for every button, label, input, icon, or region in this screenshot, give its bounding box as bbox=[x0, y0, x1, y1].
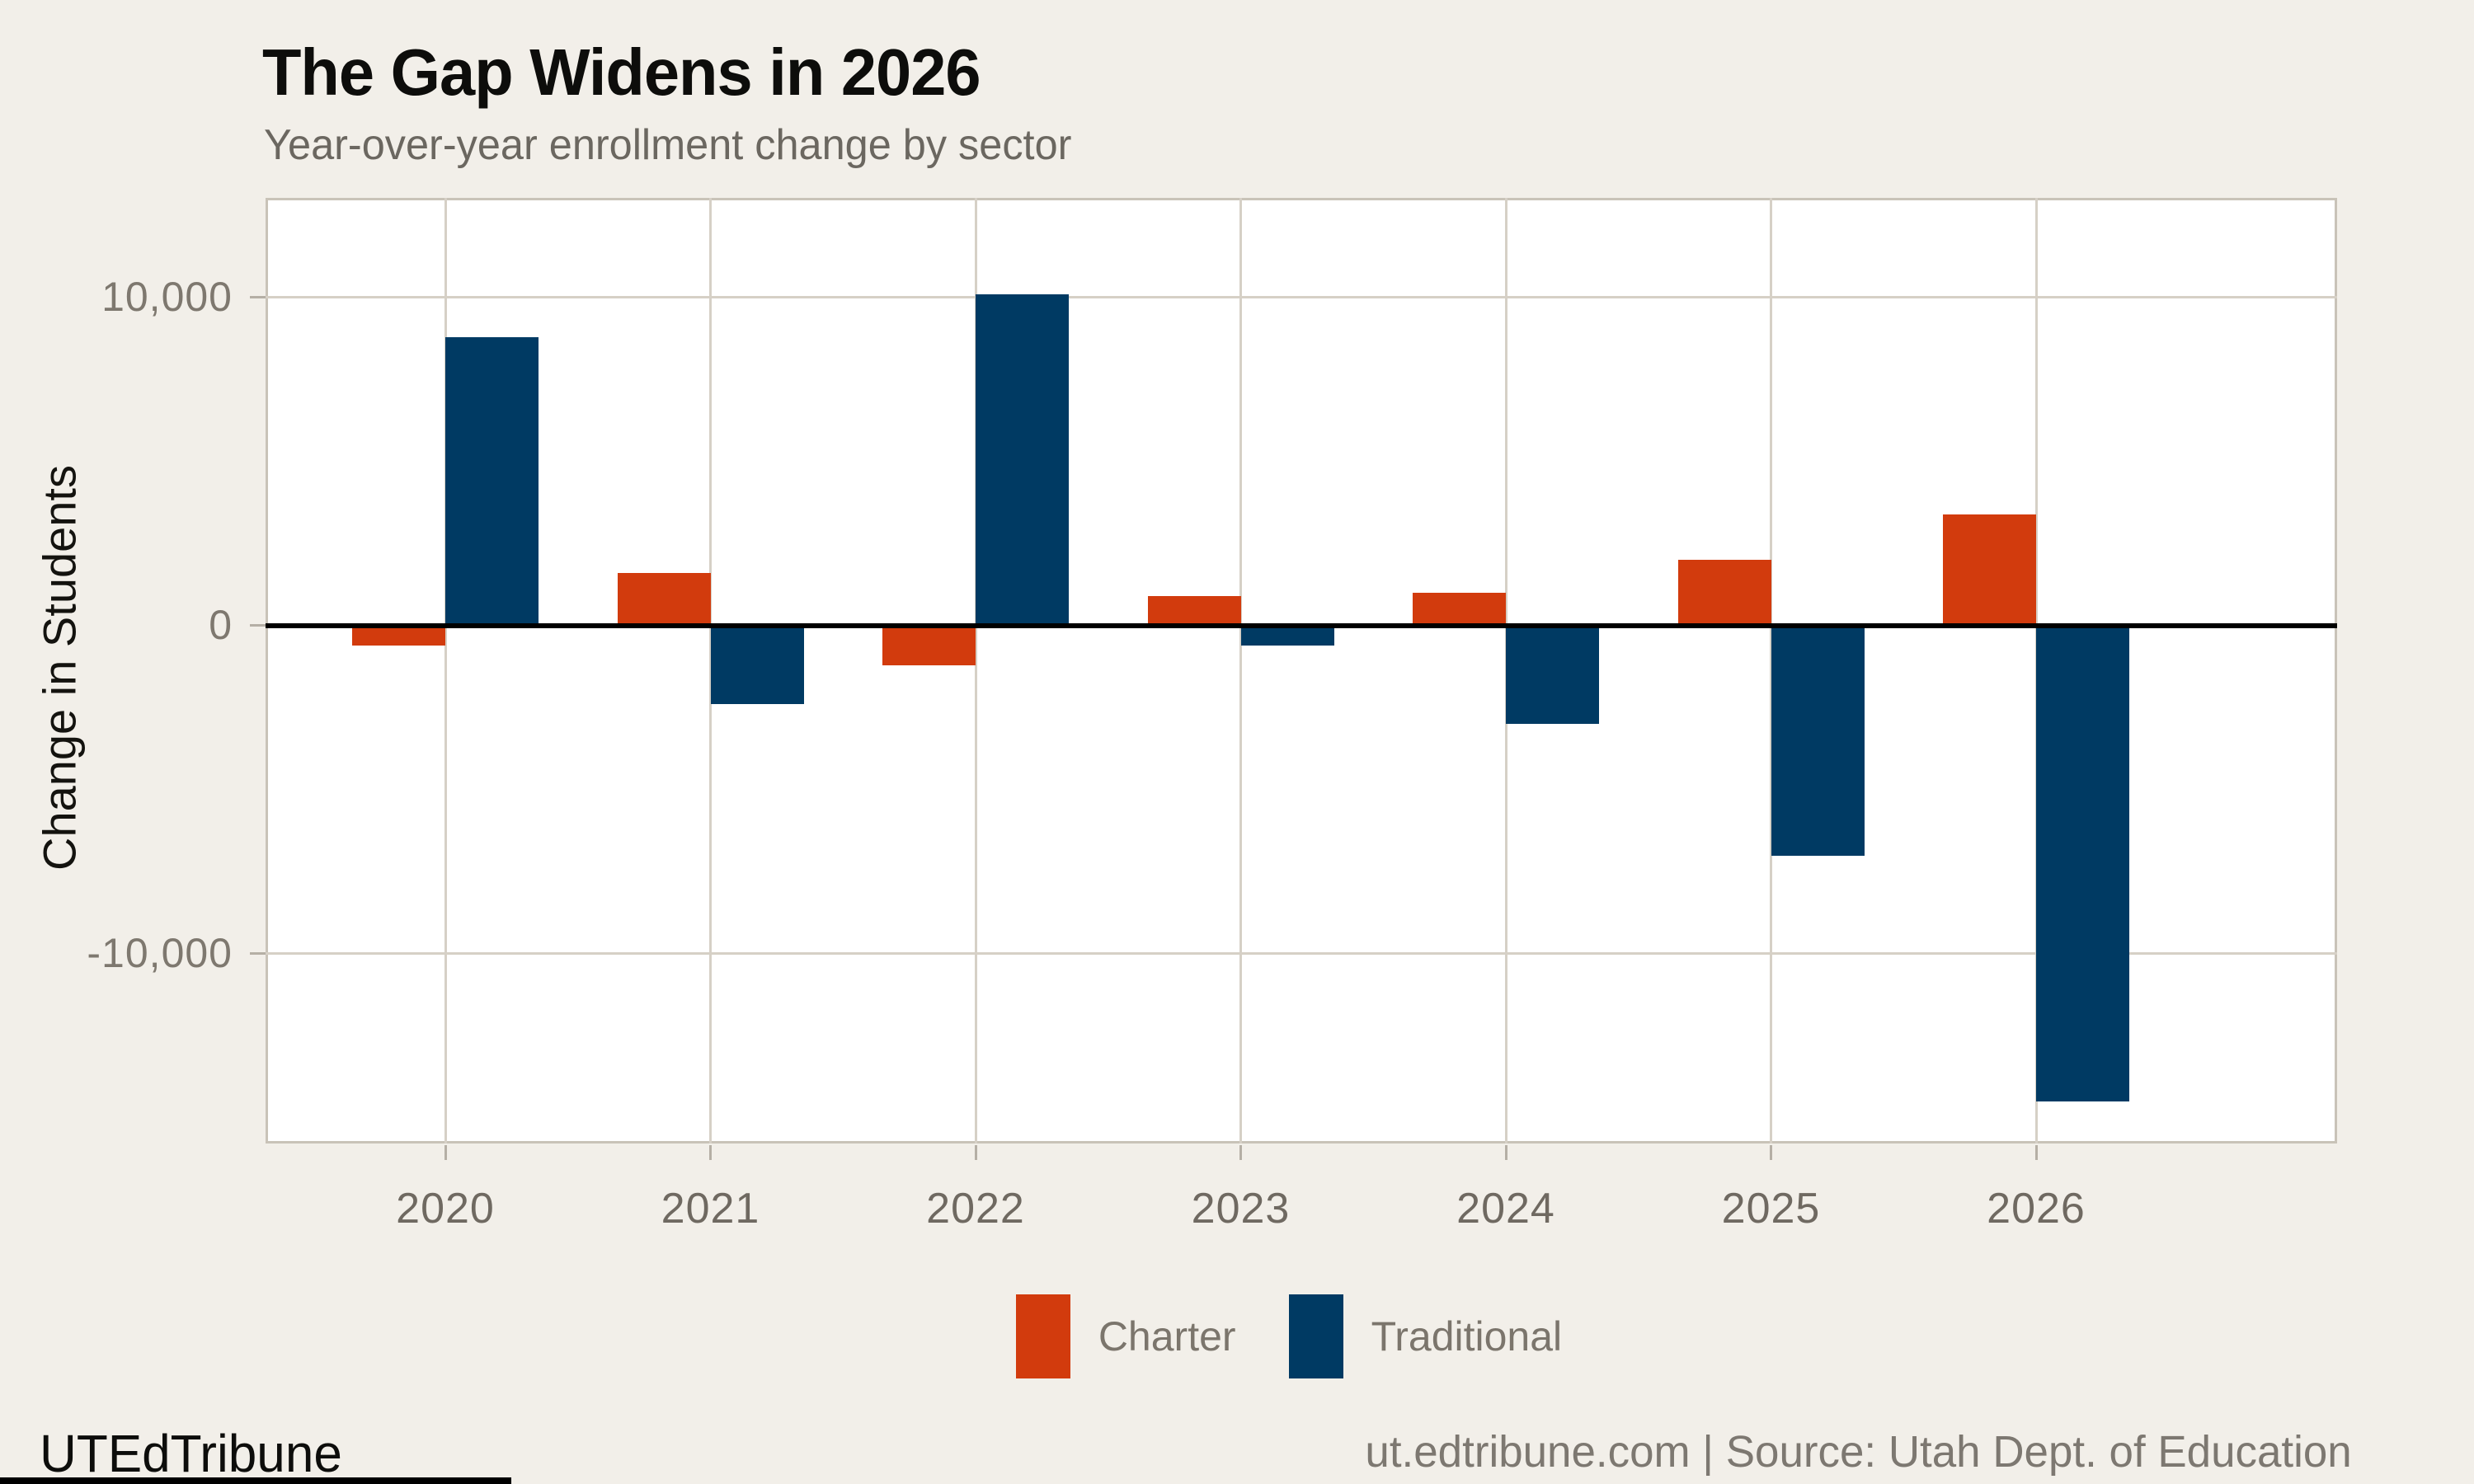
y-tick-label--10000: -10,000 bbox=[87, 929, 233, 976]
x-tick-2026 bbox=[2034, 1145, 2038, 1160]
x-tick-2022 bbox=[974, 1145, 977, 1160]
plot-panel bbox=[266, 198, 2337, 1144]
footer-brand: UTEdTribune bbox=[40, 1424, 342, 1483]
bar-traditional-2024 bbox=[1506, 625, 1599, 725]
x-tick-label-2020: 2020 bbox=[396, 1185, 495, 1233]
y-tick-label-0: 0 bbox=[209, 601, 233, 648]
x-tick-label-2023: 2023 bbox=[1191, 1185, 1291, 1233]
legend: Charter Traditional bbox=[266, 1291, 2337, 1382]
gridline-x-2020 bbox=[444, 198, 447, 1144]
bar-charter-2025 bbox=[1677, 560, 1771, 626]
x-tick-2025 bbox=[1770, 1145, 1772, 1160]
legend-swatch-traditional bbox=[1288, 1294, 1343, 1378]
x-tick-2021 bbox=[709, 1145, 712, 1160]
y-tick-label-10000: 10,000 bbox=[101, 273, 233, 320]
y-tick-0 bbox=[250, 624, 266, 627]
legend-label-charter: Charter bbox=[1098, 1313, 1236, 1360]
x-tick-label-2024: 2024 bbox=[1456, 1185, 1555, 1233]
y-tick--10000 bbox=[250, 952, 266, 956]
chart-title: The Gap Widens in 2026 bbox=[262, 35, 981, 109]
y-tick-10000 bbox=[250, 296, 266, 299]
bar-traditional-2020 bbox=[445, 336, 539, 626]
zero-baseline bbox=[266, 622, 2337, 628]
legend-label-traditional: Traditional bbox=[1371, 1313, 1563, 1360]
bar-charter-2021 bbox=[617, 573, 711, 626]
bar-traditional-2026 bbox=[2036, 625, 2129, 1102]
legend-swatch-charter bbox=[1015, 1294, 1070, 1378]
gridline-x-2023 bbox=[1239, 198, 1242, 1144]
gridline-y-10000 bbox=[266, 296, 2337, 299]
bar-charter-2026 bbox=[1943, 514, 2036, 626]
gridline-x-2022 bbox=[974, 198, 977, 1144]
x-tick-label-2022: 2022 bbox=[926, 1185, 1025, 1233]
x-tick-2020 bbox=[444, 1145, 447, 1160]
x-tick-label-2021: 2021 bbox=[661, 1185, 760, 1233]
gridline-y--10000 bbox=[266, 952, 2337, 956]
footer-source: ut.edtribune.com | Source: Utah Dept. of… bbox=[1365, 1427, 2352, 1477]
bar-traditional-2025 bbox=[1771, 625, 1865, 856]
x-tick-2024 bbox=[1504, 1145, 1507, 1160]
bar-traditional-2023 bbox=[1240, 625, 1334, 646]
x-tick-label-2026: 2026 bbox=[1987, 1185, 2086, 1233]
y-axis-title: Change in Students bbox=[33, 465, 86, 871]
bottom-edge-bar bbox=[0, 1477, 511, 1484]
bar-charter-2023 bbox=[1147, 596, 1241, 626]
bar-traditional-2021 bbox=[710, 625, 804, 705]
bar-charter-2024 bbox=[1413, 593, 1506, 626]
x-tick-label-2025: 2025 bbox=[1721, 1185, 1821, 1233]
bar-charter-2020 bbox=[352, 625, 445, 646]
chart-subtitle: Year-over-year enrollment change by sect… bbox=[264, 121, 1072, 169]
bar-traditional-2022 bbox=[976, 294, 1069, 626]
bar-charter-2022 bbox=[882, 625, 976, 665]
x-tick-2023 bbox=[1239, 1145, 1242, 1160]
